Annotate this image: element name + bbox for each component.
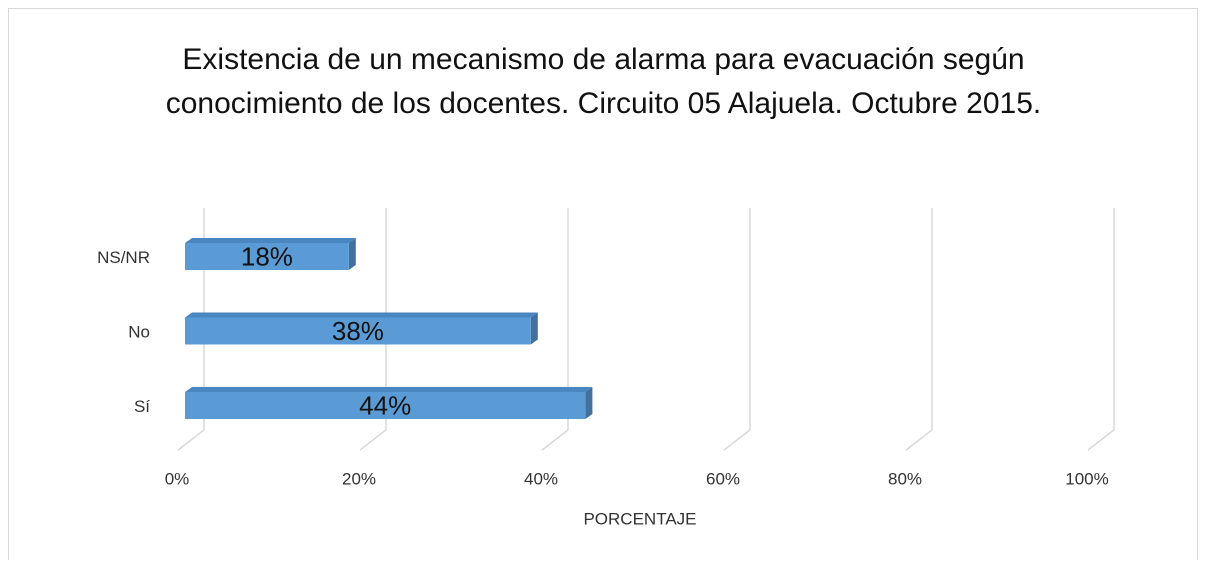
grid-line xyxy=(905,208,933,451)
y-tick-label: NS/NR xyxy=(97,248,150,267)
x-tick-label: 20% xyxy=(342,469,376,488)
data-label: 38% xyxy=(332,316,384,346)
grid-line xyxy=(723,208,751,451)
bar xyxy=(185,392,586,419)
bar-top xyxy=(185,387,593,392)
x-tick-label: 60% xyxy=(706,469,740,488)
grid-line xyxy=(541,208,569,451)
bar-side xyxy=(530,312,538,345)
bar xyxy=(185,317,531,345)
bar-top xyxy=(185,238,356,243)
grid-line xyxy=(359,208,387,451)
bar xyxy=(185,243,349,270)
x-tick-label: 40% xyxy=(524,469,558,488)
data-label: 44% xyxy=(359,390,411,420)
grid-line xyxy=(1087,208,1115,451)
bar-side xyxy=(585,387,593,419)
chart-frame xyxy=(8,8,1198,560)
bar-top xyxy=(185,312,538,318)
data-label: 18% xyxy=(241,241,293,271)
x-tick-label: 80% xyxy=(888,469,922,488)
y-tick-label: No xyxy=(128,322,150,341)
grid-line xyxy=(177,208,205,451)
x-tick-label: 100% xyxy=(1065,469,1108,488)
chart-title: Existencia de un mecanismo de alarma par… xyxy=(165,43,1042,120)
x-axis-label: PORCENTAJE xyxy=(583,509,696,528)
bar-side xyxy=(348,238,356,270)
y-tick-label: Sí xyxy=(134,397,150,416)
x-tick-label: 0% xyxy=(165,469,190,488)
